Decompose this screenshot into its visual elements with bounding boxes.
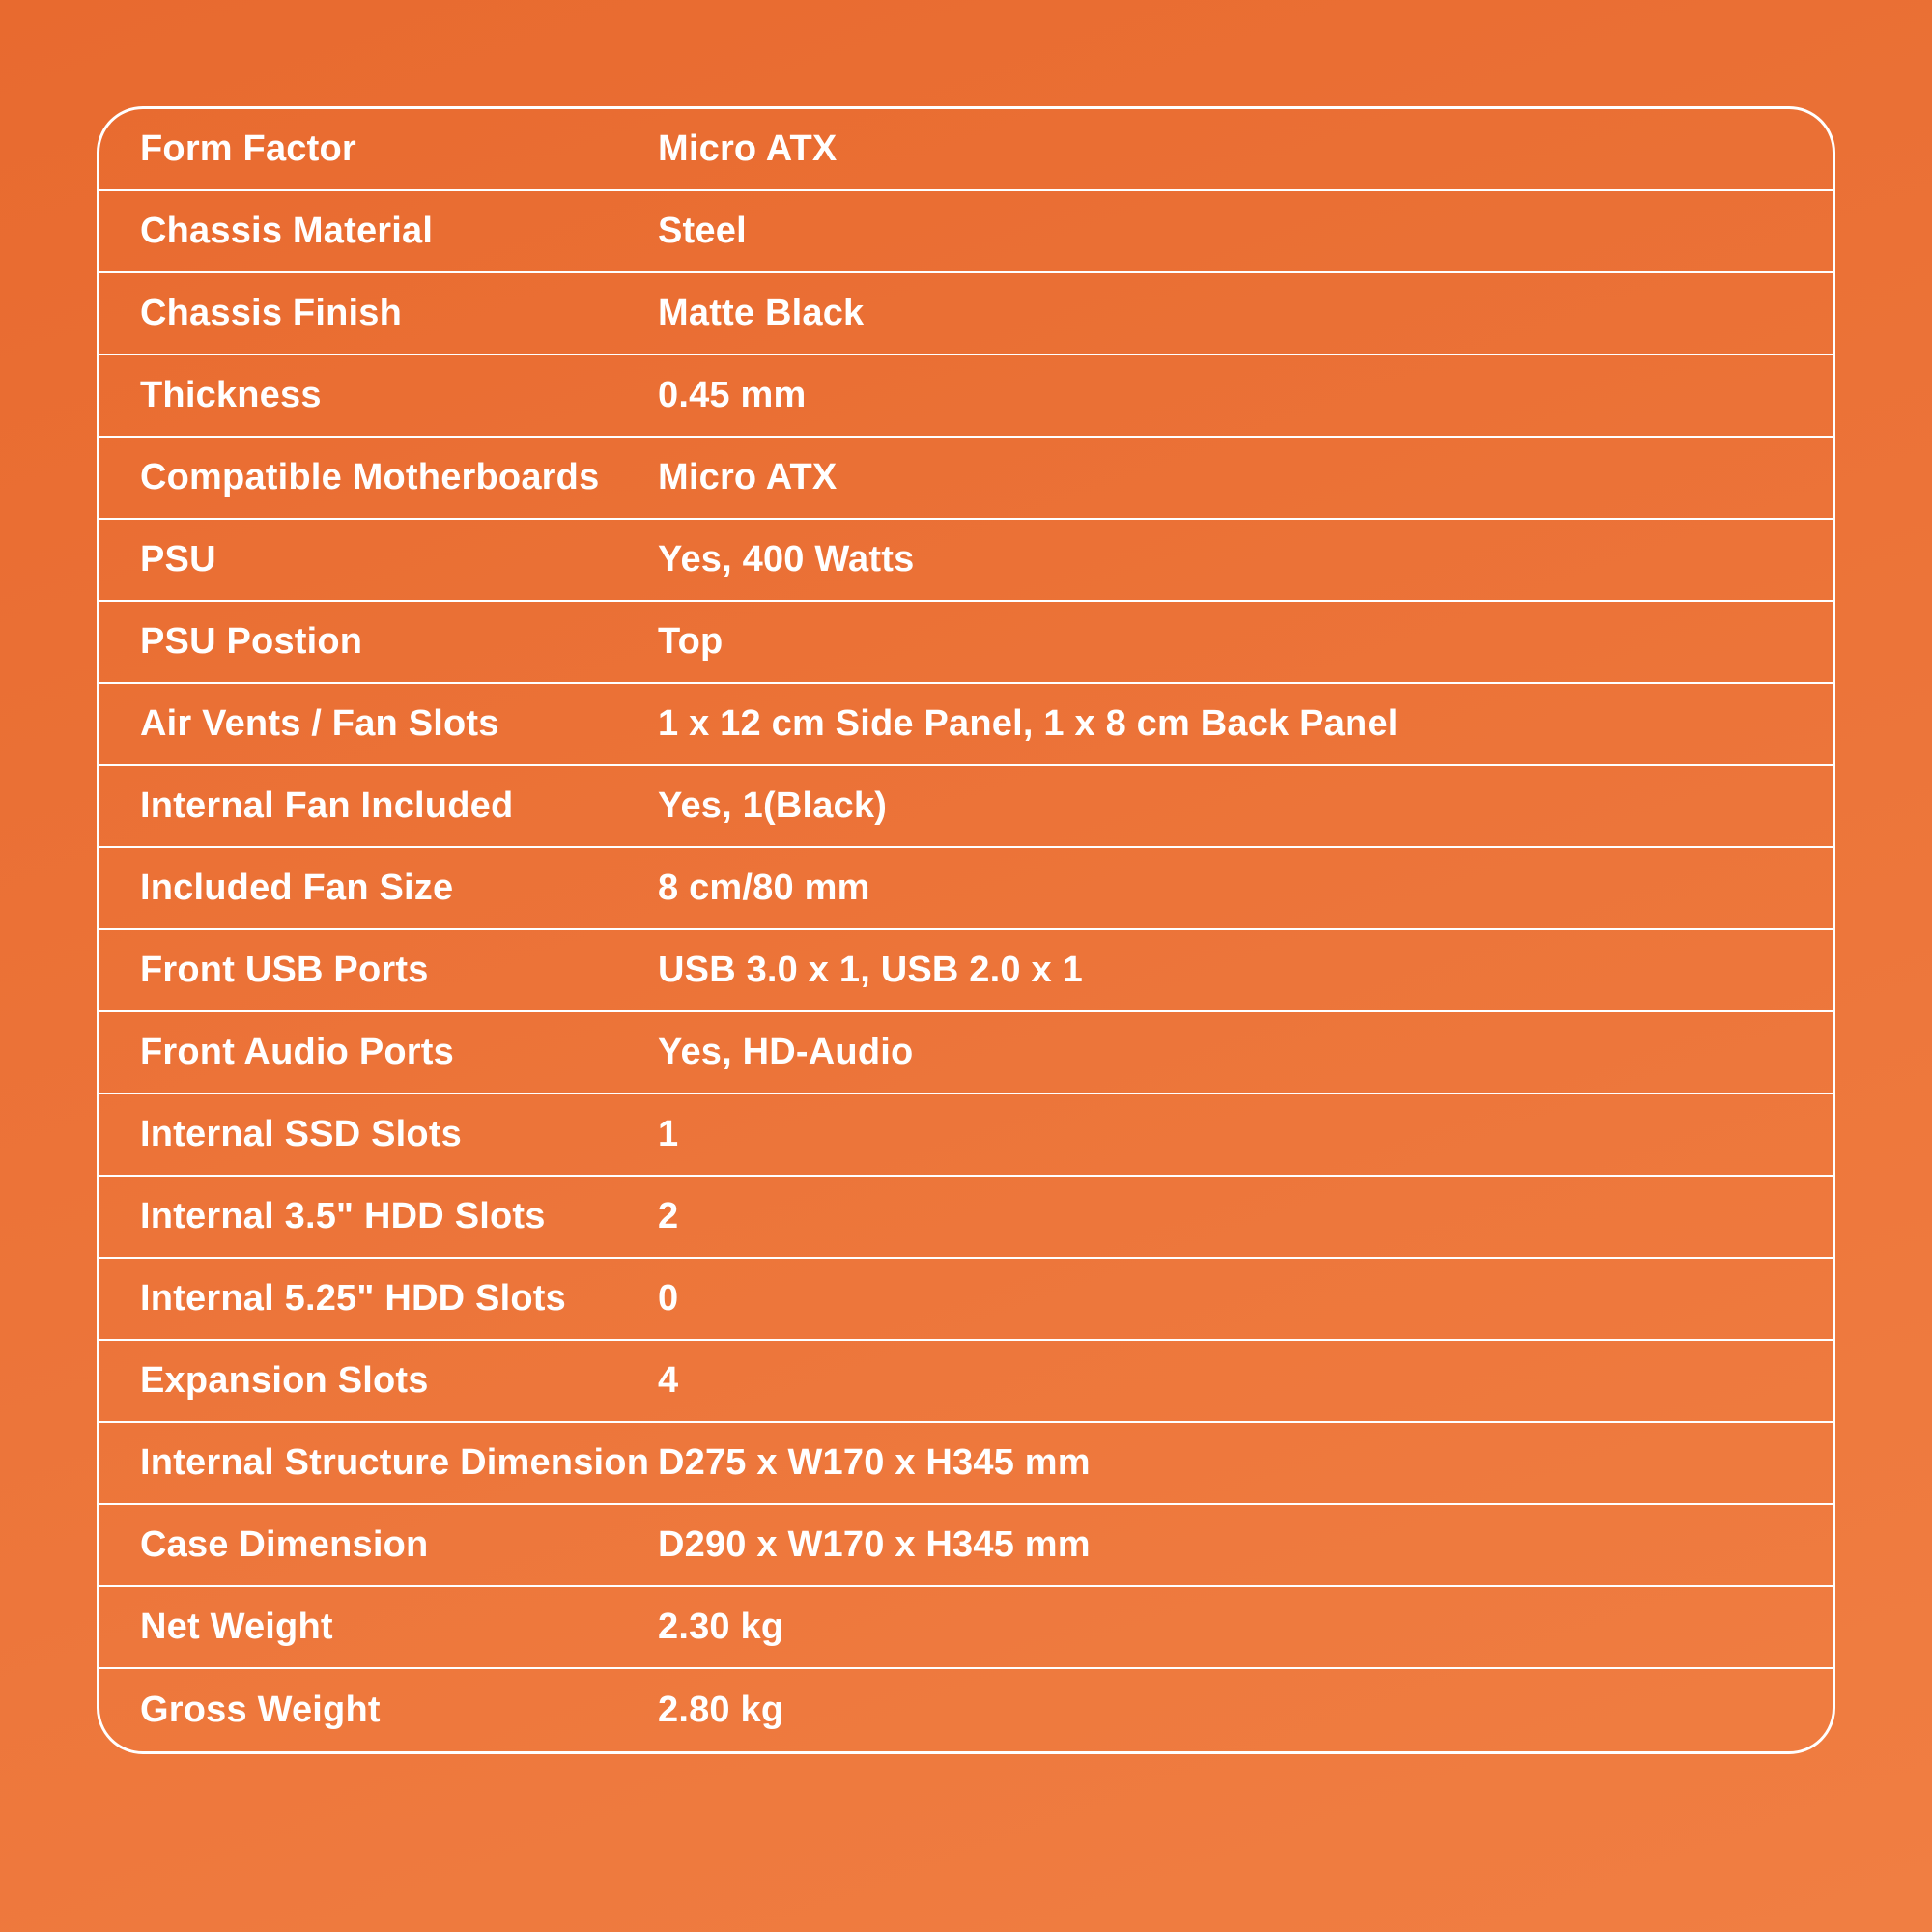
spec-value: Matte Black — [650, 293, 1833, 334]
spec-value: 8 cm/80 mm — [650, 867, 1833, 909]
table-row: Internal 5.25" HDD Slots 0 — [99, 1259, 1833, 1341]
table-row: Internal Structure Dimension D275 x W170… — [99, 1423, 1833, 1505]
spec-value: 0.45 mm — [650, 375, 1833, 416]
spec-value: Steel — [650, 211, 1833, 252]
spec-value: 2.80 kg — [650, 1690, 1833, 1731]
spec-value: Top — [650, 621, 1833, 663]
table-row: Compatible Motherboards Micro ATX — [99, 438, 1833, 520]
spec-value: 2.30 kg — [650, 1606, 1833, 1648]
table-row: Case Dimension D290 x W170 x H345 mm — [99, 1505, 1833, 1587]
table-row: Chassis Material Steel — [99, 191, 1833, 273]
spec-label: Internal SSD Slots — [99, 1114, 650, 1155]
table-row: PSU Yes, 400 Watts — [99, 520, 1833, 602]
spec-label: PSU Postion — [99, 621, 650, 663]
table-row: Net Weight 2.30 kg — [99, 1587, 1833, 1669]
spec-value: Micro ATX — [650, 128, 1833, 170]
spec-label: Chassis Finish — [99, 293, 650, 334]
spec-value: D290 x W170 x H345 mm — [650, 1524, 1833, 1566]
spec-value: D275 x W170 x H345 mm — [650, 1442, 1833, 1484]
spec-value: 1 x 12 cm Side Panel, 1 x 8 cm Back Pane… — [650, 703, 1833, 745]
spec-value: 4 — [650, 1360, 1833, 1402]
spec-label: Included Fan Size — [99, 867, 650, 909]
spec-value: Micro ATX — [650, 457, 1833, 498]
table-row: Front USB Ports USB 3.0 x 1, USB 2.0 x 1 — [99, 930, 1833, 1012]
spec-label: Case Dimension — [99, 1524, 650, 1566]
table-row: PSU Postion Top — [99, 602, 1833, 684]
spec-label: Form Factor — [99, 128, 650, 170]
table-row: Expansion Slots 4 — [99, 1341, 1833, 1423]
spec-label: Internal 5.25" HDD Slots — [99, 1278, 650, 1320]
spec-label: Internal Structure Dimension — [99, 1442, 650, 1484]
spec-value: 2 — [650, 1196, 1833, 1237]
table-row: Form Factor Micro ATX — [99, 109, 1833, 191]
spec-label: Compatible Motherboards — [99, 457, 650, 498]
table-row: Chassis Finish Matte Black — [99, 273, 1833, 355]
spec-label: Gross Weight — [99, 1690, 650, 1731]
spec-label: Front Audio Ports — [99, 1032, 650, 1073]
spec-value: Yes, HD-Audio — [650, 1032, 1833, 1073]
spec-value: USB 3.0 x 1, USB 2.0 x 1 — [650, 950, 1833, 991]
spec-value: 0 — [650, 1278, 1833, 1320]
spec-label: Thickness — [99, 375, 650, 416]
spec-value: Yes, 400 Watts — [650, 539, 1833, 581]
table-row: Included Fan Size 8 cm/80 mm — [99, 848, 1833, 930]
table-row: Front Audio Ports Yes, HD-Audio — [99, 1012, 1833, 1094]
table-row: Air Vents / Fan Slots 1 x 12 cm Side Pan… — [99, 684, 1833, 766]
spec-value: Yes, 1(Black) — [650, 785, 1833, 827]
spec-label: PSU — [99, 539, 650, 581]
spec-label: Expansion Slots — [99, 1360, 650, 1402]
spec-label: Internal 3.5" HDD Slots — [99, 1196, 650, 1237]
spec-label: Internal Fan Included — [99, 785, 650, 827]
spec-label: Net Weight — [99, 1606, 650, 1648]
spec-label: Front USB Ports — [99, 950, 650, 991]
table-row: Gross Weight 2.80 kg — [99, 1669, 1833, 1751]
table-row: Internal 3.5" HDD Slots 2 — [99, 1177, 1833, 1259]
spec-label: Chassis Material — [99, 211, 650, 252]
table-row: Internal SSD Slots 1 — [99, 1094, 1833, 1177]
spec-table: Form Factor Micro ATX Chassis Material S… — [97, 106, 1835, 1754]
table-row: Thickness 0.45 mm — [99, 355, 1833, 438]
spec-value: 1 — [650, 1114, 1833, 1155]
spec-label: Air Vents / Fan Slots — [99, 703, 650, 745]
table-row: Internal Fan Included Yes, 1(Black) — [99, 766, 1833, 848]
